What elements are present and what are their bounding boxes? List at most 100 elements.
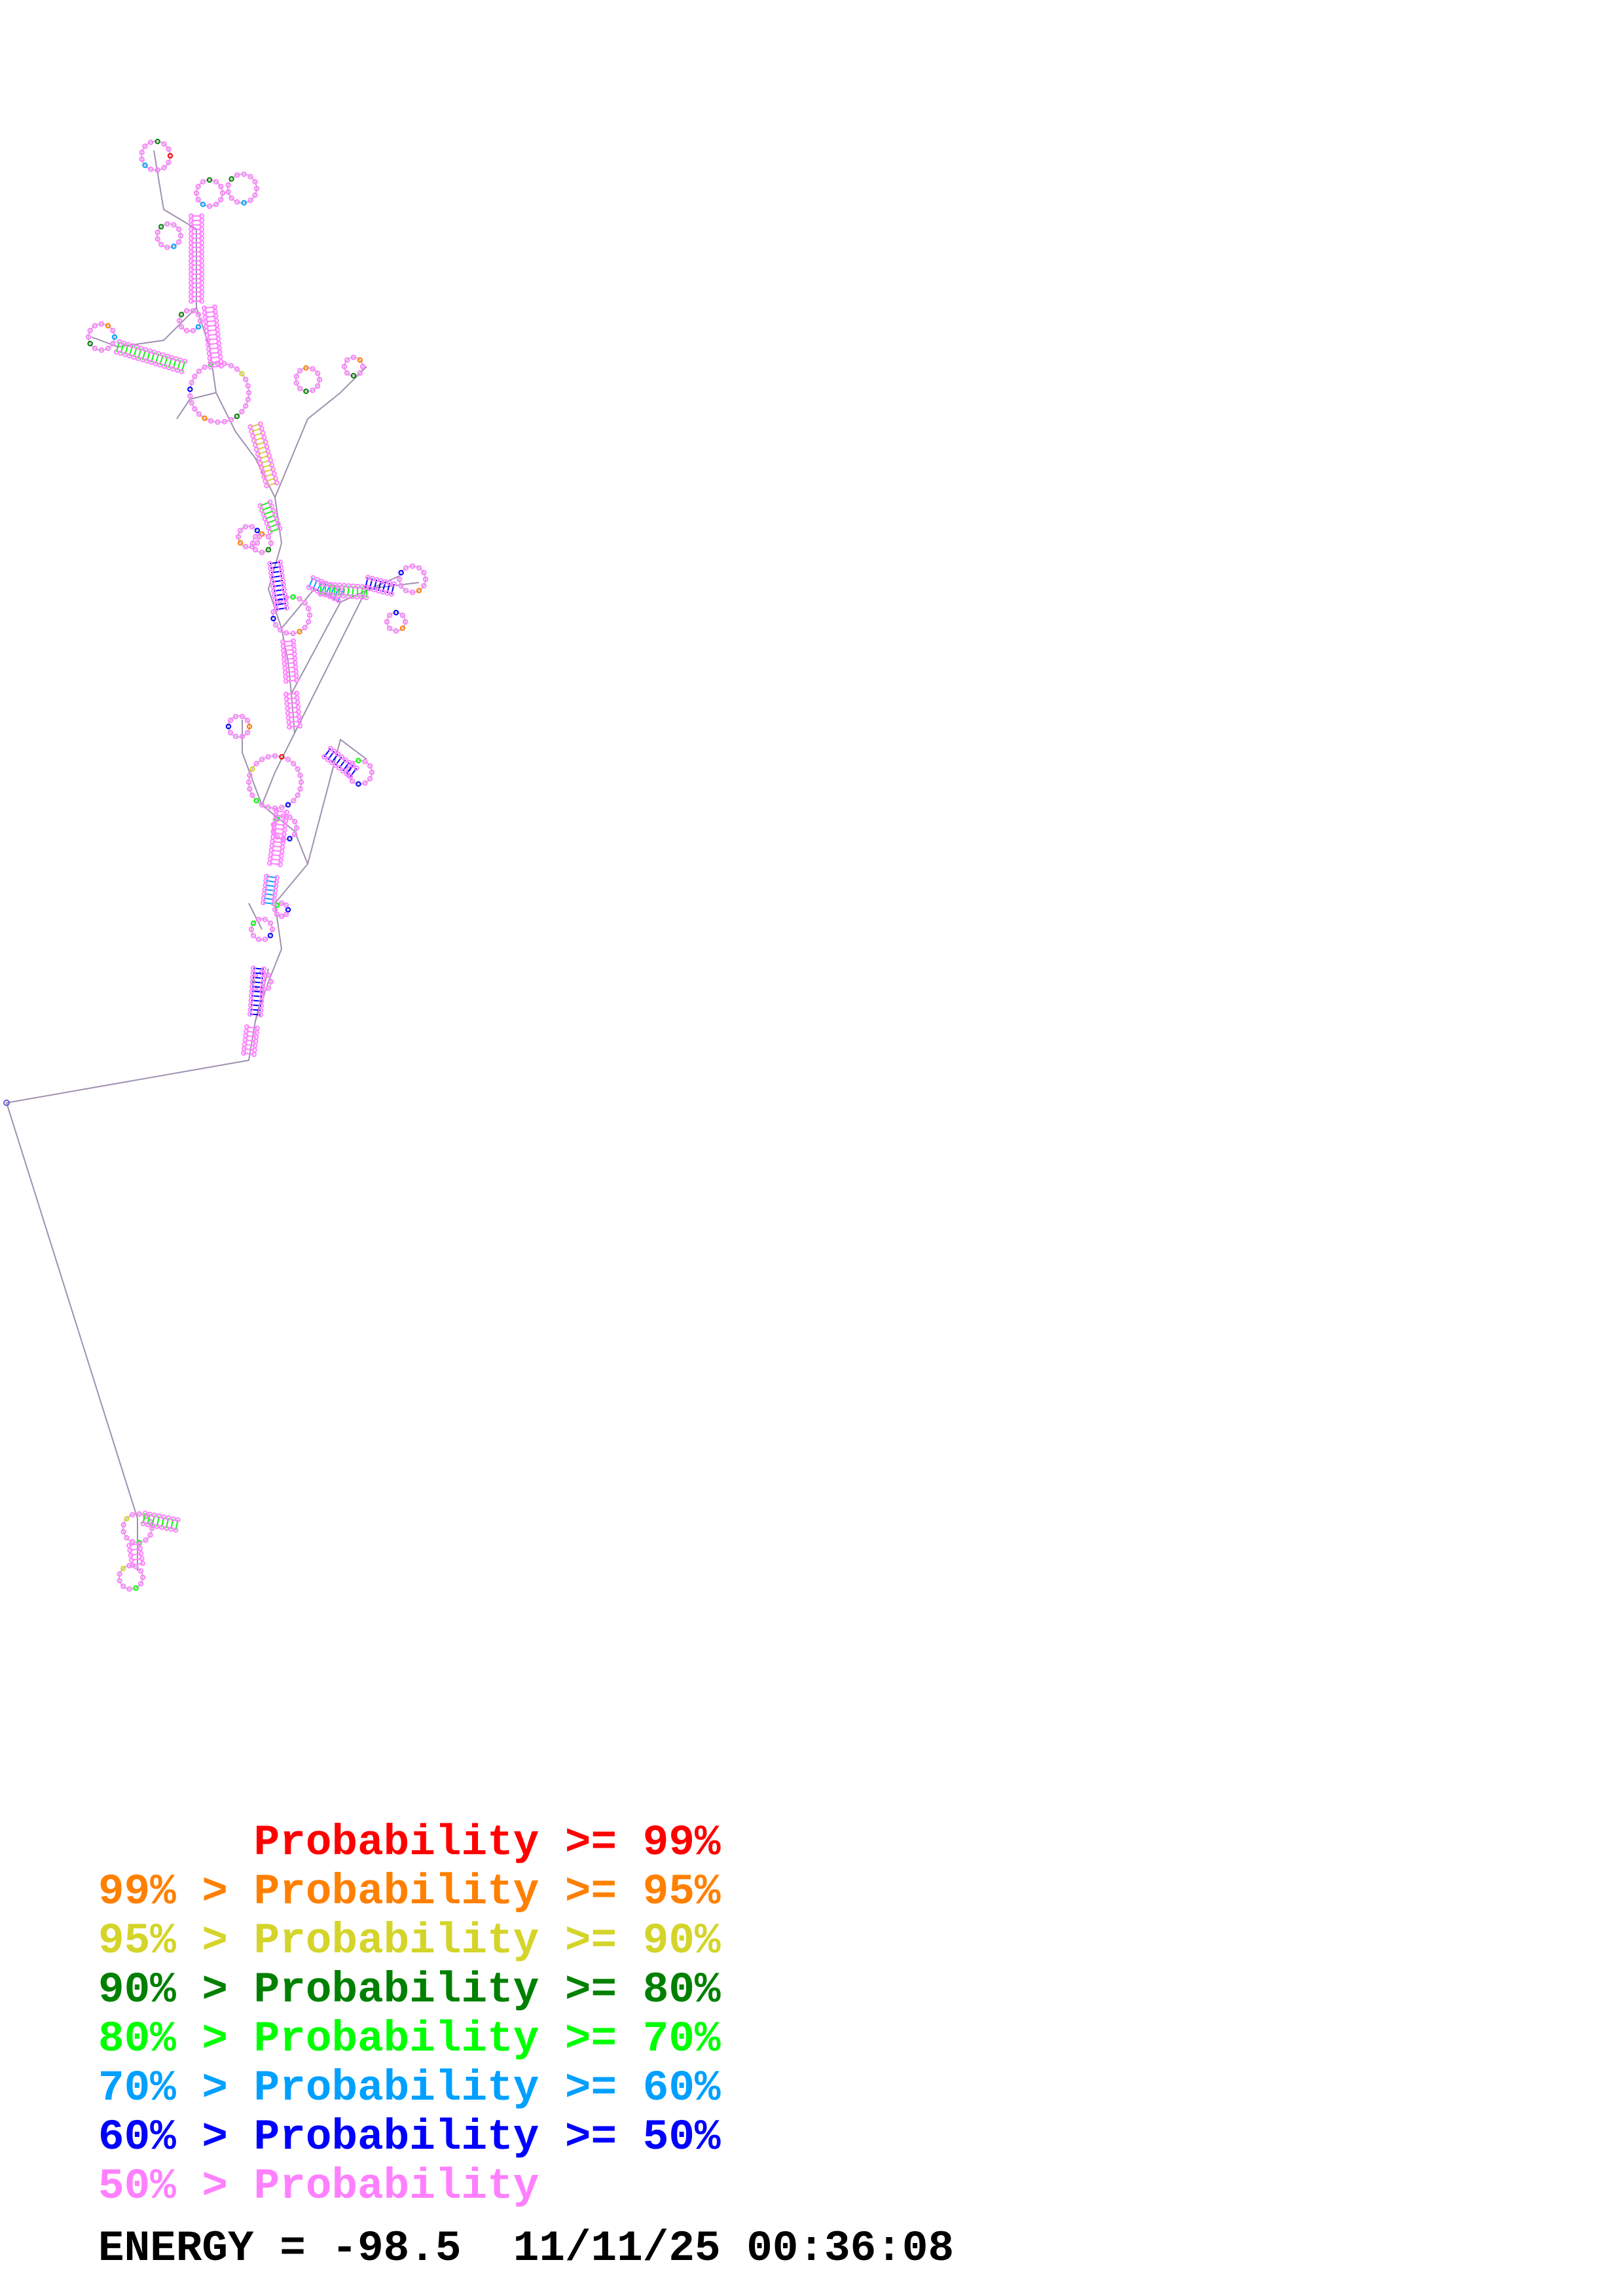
nucleotide xyxy=(265,448,271,454)
nucleotide xyxy=(393,628,399,634)
nucleotide xyxy=(310,366,316,372)
nucleotide xyxy=(269,462,275,468)
nucleotide xyxy=(318,591,323,597)
nucleotide xyxy=(195,312,202,317)
legend-row: 60% > Probability >= 50% xyxy=(98,2113,721,2162)
nucleotide xyxy=(263,478,268,484)
nucleotide xyxy=(416,588,422,594)
nucleotide xyxy=(253,798,259,804)
nucleotide xyxy=(128,1552,134,1558)
nucleotide xyxy=(384,619,390,625)
nucleotide xyxy=(85,334,92,340)
nucleotide xyxy=(241,171,247,177)
nucleotide xyxy=(266,453,272,459)
nucleotide xyxy=(117,1571,122,1577)
hairpin-loop xyxy=(196,179,223,207)
nucleotide xyxy=(274,480,280,486)
nucleotide xyxy=(255,451,261,457)
branch-line xyxy=(274,366,367,498)
branch-line xyxy=(176,392,217,420)
nucleotide xyxy=(348,774,354,780)
nucleotide xyxy=(243,403,249,409)
nucleotide xyxy=(225,723,232,730)
nucleotide xyxy=(164,221,170,227)
nucleotide xyxy=(314,588,320,594)
nucleotide xyxy=(268,540,274,547)
nucleotide xyxy=(285,715,291,721)
nucleotide xyxy=(403,565,409,571)
nucleotide xyxy=(268,978,274,985)
nucleotide xyxy=(249,993,255,999)
nucleotide xyxy=(302,624,308,631)
nucleotide xyxy=(275,521,281,527)
nucleotide xyxy=(259,984,265,990)
hairpin-loop xyxy=(251,918,273,941)
legend-row: 99% > Probability >= 95% xyxy=(98,1867,721,1916)
nucleotide xyxy=(246,723,253,730)
nucleotide xyxy=(305,619,312,625)
nucleotide xyxy=(314,383,321,389)
nucleotide xyxy=(259,465,264,471)
nucleotide xyxy=(270,579,276,585)
nucleotide xyxy=(270,508,276,514)
loops xyxy=(3,138,429,1592)
nucleotide xyxy=(193,190,200,196)
nucleotide xyxy=(126,353,132,359)
nucleotide xyxy=(195,196,201,203)
nucleotide xyxy=(279,573,285,579)
nucleotide xyxy=(259,802,265,808)
nucleotide xyxy=(327,582,333,588)
nucleotide xyxy=(255,916,262,922)
nucleotide xyxy=(263,439,268,445)
nucleotide xyxy=(369,769,375,776)
nucleotide xyxy=(157,362,163,368)
nucleotide xyxy=(130,1562,136,1568)
nucleotide xyxy=(295,704,301,710)
nucleotide xyxy=(272,753,278,759)
nucleotide xyxy=(261,966,266,972)
nucleotide xyxy=(248,997,254,1003)
nucleotide xyxy=(197,317,204,324)
nucleotide xyxy=(249,988,255,994)
nucleotide xyxy=(110,340,116,347)
nucleotide xyxy=(250,975,256,980)
nucleotide xyxy=(267,529,273,535)
nucleotide xyxy=(264,520,270,526)
nucleotide xyxy=(350,762,356,768)
nucleotide xyxy=(297,723,302,729)
nucleotide xyxy=(261,900,266,906)
nucleotide xyxy=(295,700,301,706)
nucleotide xyxy=(178,312,185,317)
nucleotide xyxy=(259,989,265,995)
hairpin-loop xyxy=(344,357,363,376)
nucleotide xyxy=(192,374,198,380)
nucleotide xyxy=(297,786,303,792)
nucleotide xyxy=(87,340,93,347)
nucleotide xyxy=(245,383,251,389)
nucleotide xyxy=(246,779,252,785)
nucleotide xyxy=(120,1522,126,1528)
nucleotide xyxy=(389,591,395,597)
nucleotide xyxy=(147,348,153,354)
nucleotide xyxy=(155,236,160,242)
nucleotide xyxy=(200,202,206,207)
nucleotide xyxy=(175,1517,181,1523)
nucleotide xyxy=(270,584,276,590)
nucleotide xyxy=(283,630,289,636)
nucleotide xyxy=(250,933,257,939)
nucleotide xyxy=(266,525,272,531)
nucleotide xyxy=(283,691,289,697)
nucleotide xyxy=(173,1527,179,1533)
nucleotide xyxy=(274,911,280,918)
nucleotide xyxy=(367,776,373,781)
nucleotide xyxy=(282,591,287,597)
nucleotide xyxy=(335,751,341,757)
nucleotide xyxy=(259,994,264,999)
nucleotide xyxy=(189,380,194,386)
nucleotide xyxy=(283,696,289,702)
nucleotide xyxy=(246,389,252,396)
nucleotide xyxy=(250,433,256,439)
nucleotide xyxy=(127,1547,133,1553)
nucleotide xyxy=(219,190,226,196)
nucleotide xyxy=(261,435,267,440)
